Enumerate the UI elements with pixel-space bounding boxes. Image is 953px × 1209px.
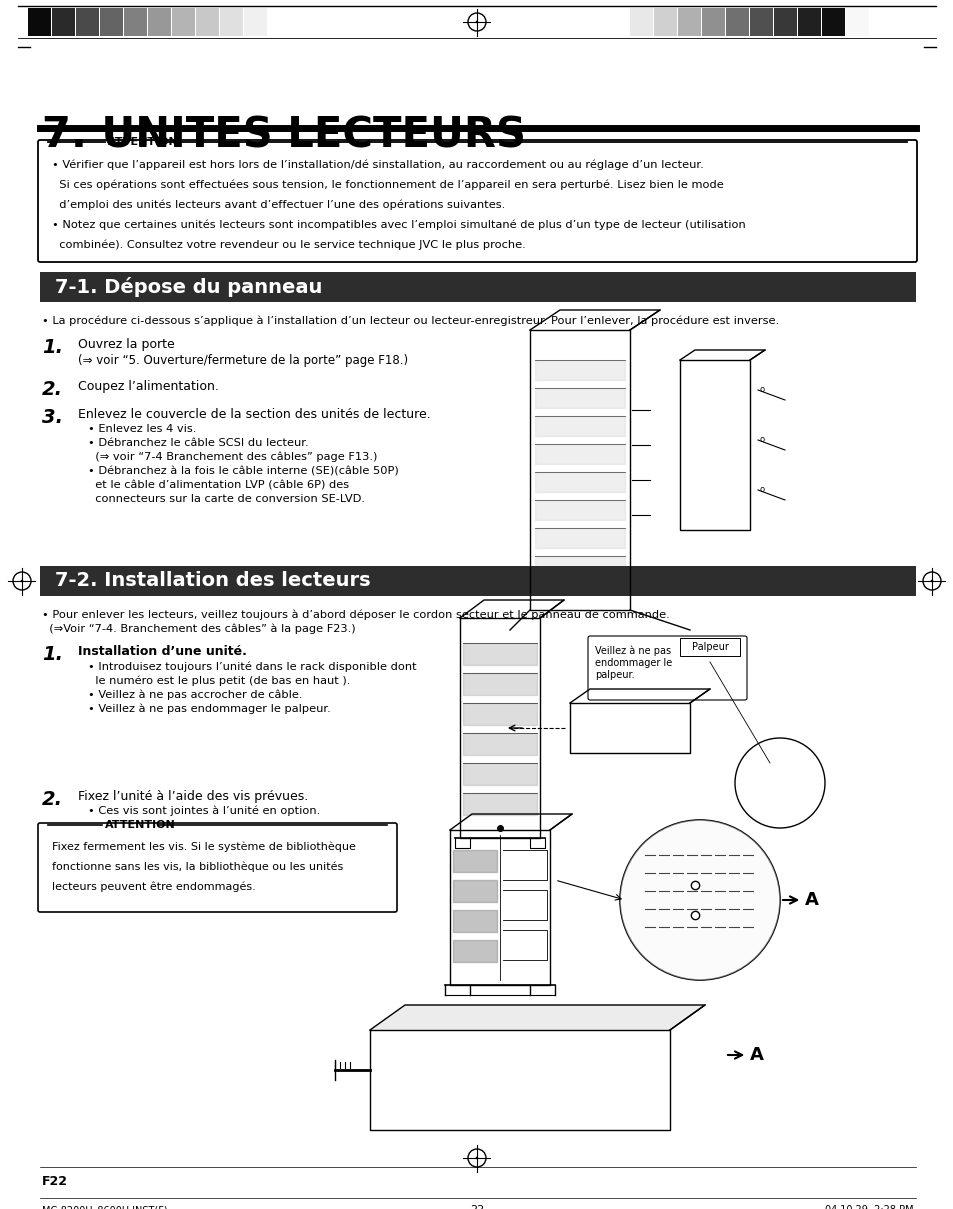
Text: Coupez l’alimentation.: Coupez l’alimentation. bbox=[78, 380, 218, 393]
Bar bbox=[172, 8, 194, 36]
Text: endommager le: endommager le bbox=[595, 658, 672, 669]
Text: • Ces vis sont jointes à l’unité en option.: • Ces vis sont jointes à l’unité en opti… bbox=[88, 806, 320, 816]
Text: Installation d’une unité.: Installation d’une unité. bbox=[78, 644, 247, 658]
Bar bbox=[244, 8, 267, 36]
FancyBboxPatch shape bbox=[38, 140, 916, 262]
Text: • La procédure ci-dessous s’applique à l’installation d’un lecteur ou lecteur-en: • La procédure ci-dessous s’applique à l… bbox=[42, 316, 779, 326]
Text: 1.: 1. bbox=[42, 644, 63, 664]
Text: combinée). Consultez votre revendeur ou le service technique JVC le plus proche.: combinée). Consultez votre revendeur ou … bbox=[52, 241, 525, 250]
Bar bbox=[725, 8, 748, 36]
Text: • Vérifier que l’appareil est hors lors de l’installation/dé sinstallation, au r: • Vérifier que l’appareil est hors lors … bbox=[52, 160, 703, 170]
Bar bbox=[148, 8, 171, 36]
Text: Palpeur: Palpeur bbox=[691, 642, 728, 652]
Bar bbox=[100, 8, 123, 36]
Text: • Pour enlever les lecteurs, veillez toujours à d’abord déposer le cordon secteu: • Pour enlever les lecteurs, veillez tou… bbox=[42, 611, 669, 620]
FancyBboxPatch shape bbox=[38, 823, 396, 912]
Bar bbox=[28, 8, 51, 36]
Text: d’emploi des unités lecteurs avant d’effectuer l’une des opérations suivantes.: d’emploi des unités lecteurs avant d’eff… bbox=[52, 199, 505, 210]
Text: • Débranchez le câble SCSI du lecteur.: • Débranchez le câble SCSI du lecteur. bbox=[88, 438, 309, 449]
Circle shape bbox=[476, 21, 477, 23]
Text: connecteurs sur la carte de conversion SE-LVD.: connecteurs sur la carte de conversion S… bbox=[88, 494, 365, 504]
Text: Enlevez le couvercle de la section des unités de lecture.: Enlevez le couvercle de la section des u… bbox=[78, 407, 431, 421]
Text: Fixez fermement les vis. Si le système de bibliothèque: Fixez fermement les vis. Si le système d… bbox=[52, 841, 355, 851]
Bar bbox=[52, 8, 75, 36]
Text: • Enlevez les 4 vis.: • Enlevez les 4 vis. bbox=[88, 424, 196, 434]
Bar bbox=[195, 8, 219, 36]
Bar bbox=[773, 8, 796, 36]
Bar bbox=[40, 566, 915, 596]
Text: le numéro est le plus petit (de bas en haut ).: le numéro est le plus petit (de bas en h… bbox=[88, 676, 350, 687]
Text: • Veillez à ne pas endommager le palpeur.: • Veillez à ne pas endommager le palpeur… bbox=[88, 704, 331, 715]
Text: 2.: 2. bbox=[42, 380, 63, 399]
Text: F22: F22 bbox=[42, 1175, 68, 1188]
Bar bbox=[629, 8, 652, 36]
Bar bbox=[40, 272, 915, 302]
Text: 04.10.29, 2:28 PM: 04.10.29, 2:28 PM bbox=[824, 1205, 913, 1209]
Text: o: o bbox=[760, 435, 764, 445]
Text: ATTENTION: ATTENTION bbox=[108, 137, 178, 147]
Text: • Débranchez à la fois le câble interne (SE)(câble 50P): • Débranchez à la fois le câble interne … bbox=[88, 465, 398, 476]
Bar bbox=[701, 8, 724, 36]
Bar bbox=[797, 8, 821, 36]
Bar bbox=[821, 8, 844, 36]
Text: ATTENTION: ATTENTION bbox=[105, 820, 175, 831]
Text: Veillez à ne pas: Veillez à ne pas bbox=[595, 646, 670, 656]
Text: • Introduisez toujours l’unité dans le rack disponible dont: • Introduisez toujours l’unité dans le r… bbox=[88, 663, 416, 672]
FancyBboxPatch shape bbox=[587, 636, 746, 700]
Circle shape bbox=[619, 820, 780, 980]
Text: 22: 22 bbox=[470, 1205, 483, 1209]
Text: (⇒ voir “5. Ouverture/fermeture de la porte” page F18.): (⇒ voir “5. Ouverture/fermeture de la po… bbox=[78, 354, 408, 368]
Text: Fixez l’unité à l’aide des vis prévues.: Fixez l’unité à l’aide des vis prévues. bbox=[78, 789, 308, 803]
Bar bbox=[76, 8, 99, 36]
Text: lecteurs peuvent être endommagés.: lecteurs peuvent être endommagés. bbox=[52, 881, 255, 891]
Text: 1.: 1. bbox=[42, 339, 63, 357]
Bar bbox=[679, 638, 740, 656]
Text: (⇒ voir “7-4 Branchement des câbles” page F13.): (⇒ voir “7-4 Branchement des câbles” pag… bbox=[88, 452, 377, 463]
Text: A: A bbox=[727, 1046, 763, 1064]
Text: (⇒Voir “7-4. Branchement des câbles” à la page F23.): (⇒Voir “7-4. Branchement des câbles” à l… bbox=[42, 624, 355, 635]
Text: 7. UNITES LECTEURS: 7. UNITES LECTEURS bbox=[42, 115, 525, 157]
Bar bbox=[845, 8, 868, 36]
Text: Si ces opérations sont effectuées sous tension, le fonctionnement de l’appareil : Si ces opérations sont effectuées sous t… bbox=[52, 180, 723, 191]
Bar bbox=[749, 8, 772, 36]
Bar bbox=[124, 8, 147, 36]
Text: Ouvrez la porte: Ouvrez la porte bbox=[78, 339, 174, 351]
Bar bbox=[678, 8, 700, 36]
Circle shape bbox=[21, 579, 23, 583]
Text: et le câble d’alimentation LVP (câble 6P) des: et le câble d’alimentation LVP (câble 6P… bbox=[88, 480, 349, 490]
Text: o: o bbox=[760, 386, 764, 394]
Text: 2.: 2. bbox=[42, 789, 63, 809]
Text: fonctionne sans les vis, la bibliothèque ou les unités: fonctionne sans les vis, la bibliothèque… bbox=[52, 861, 343, 872]
Text: 7-2. Installation des lecteurs: 7-2. Installation des lecteurs bbox=[55, 572, 370, 590]
Text: A: A bbox=[782, 891, 818, 909]
Text: MC-8200U_8600U INST(F): MC-8200U_8600U INST(F) bbox=[42, 1205, 168, 1209]
Text: 3.: 3. bbox=[42, 407, 63, 427]
Bar bbox=[654, 8, 677, 36]
Text: palpeur.: palpeur. bbox=[595, 670, 634, 679]
Polygon shape bbox=[370, 1005, 704, 1030]
Text: • Notez que certaines unités lecteurs sont incompatibles avec l’emploi simultané: • Notez que certaines unités lecteurs so… bbox=[52, 220, 745, 231]
Bar bbox=[220, 8, 243, 36]
Text: o: o bbox=[760, 486, 764, 494]
Circle shape bbox=[476, 1157, 477, 1159]
Text: 7-1. Dépose du panneau: 7-1. Dépose du panneau bbox=[55, 277, 322, 297]
Text: • Veillez à ne pas accrocher de câble.: • Veillez à ne pas accrocher de câble. bbox=[88, 690, 302, 700]
Circle shape bbox=[930, 579, 932, 583]
